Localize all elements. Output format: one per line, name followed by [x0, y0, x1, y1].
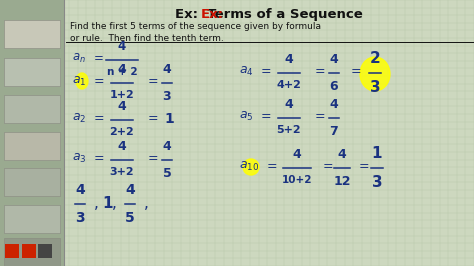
- Text: 3: 3: [372, 175, 383, 190]
- Bar: [4, 238, 60, 266]
- Text: =: =: [267, 160, 278, 173]
- Text: 1: 1: [102, 196, 112, 211]
- Text: $a_3$: $a_3$: [72, 152, 87, 165]
- Text: 4: 4: [118, 63, 127, 76]
- Text: 4: 4: [329, 98, 338, 111]
- Text: 4: 4: [163, 63, 172, 76]
- Text: 3: 3: [370, 80, 380, 95]
- Text: =: =: [359, 160, 370, 173]
- Text: 5: 5: [125, 211, 135, 225]
- Text: 2: 2: [370, 51, 380, 66]
- Text: 4+2: 4+2: [276, 80, 301, 90]
- Bar: [5, 244, 19, 258]
- Text: ,: ,: [112, 196, 117, 211]
- Text: 10+2: 10+2: [282, 175, 312, 185]
- Bar: [4, 205, 60, 233]
- Text: 3: 3: [163, 90, 171, 103]
- Bar: [4, 132, 60, 160]
- Text: 12: 12: [333, 175, 351, 188]
- Text: =: =: [261, 65, 272, 78]
- Text: $a_n$: $a_n$: [72, 52, 86, 65]
- Bar: [4, 95, 60, 123]
- Text: 4: 4: [163, 140, 172, 153]
- Text: 1: 1: [164, 112, 174, 126]
- Text: 4: 4: [284, 98, 293, 111]
- Text: =: =: [94, 75, 105, 88]
- Text: =: =: [351, 65, 362, 78]
- Text: Ex:  Terms of a Sequence: Ex: Terms of a Sequence: [175, 8, 363, 21]
- Text: n + 2: n + 2: [107, 67, 137, 77]
- Bar: [4, 58, 60, 86]
- Text: 4: 4: [292, 148, 301, 161]
- Ellipse shape: [360, 57, 390, 91]
- Text: =: =: [148, 75, 159, 88]
- Text: ,: ,: [94, 196, 99, 211]
- Text: $a_1$: $a_1$: [72, 75, 86, 88]
- Bar: [4, 168, 60, 196]
- Text: =: =: [148, 152, 159, 165]
- Text: $a_4$: $a_4$: [239, 65, 254, 78]
- Text: 5: 5: [163, 167, 172, 180]
- Text: =: =: [94, 52, 104, 65]
- Text: 4: 4: [118, 40, 126, 53]
- Text: 1+2: 1+2: [109, 90, 134, 100]
- Text: 4: 4: [118, 140, 127, 153]
- Bar: [4, 20, 60, 48]
- Text: 3+2: 3+2: [109, 167, 134, 177]
- Text: 1: 1: [372, 146, 382, 161]
- Text: $a_5$: $a_5$: [239, 110, 254, 123]
- Text: =: =: [315, 110, 326, 123]
- Text: =: =: [315, 65, 326, 78]
- Text: 5+2: 5+2: [277, 125, 301, 135]
- Text: =: =: [94, 112, 105, 125]
- Bar: [0, 0, 64, 266]
- Text: Ex:: Ex:: [201, 8, 224, 21]
- Text: =: =: [323, 160, 334, 173]
- Text: =: =: [261, 110, 272, 123]
- Text: 7: 7: [329, 125, 338, 138]
- Text: or rule.  Then find the tenth term.: or rule. Then find the tenth term.: [70, 34, 224, 43]
- Text: =: =: [148, 112, 159, 125]
- Bar: [38, 244, 52, 258]
- Text: $a_2$: $a_2$: [72, 112, 86, 125]
- Text: 4: 4: [337, 148, 346, 161]
- Ellipse shape: [76, 73, 88, 89]
- Text: 4: 4: [284, 53, 293, 66]
- Text: ,: ,: [144, 196, 149, 211]
- Text: 3: 3: [75, 211, 85, 225]
- Text: 4: 4: [118, 100, 127, 113]
- Text: $a_{10}$: $a_{10}$: [239, 160, 259, 173]
- Bar: [22, 244, 36, 258]
- Text: Find the first 5 terms of the sequence given by formula: Find the first 5 terms of the sequence g…: [70, 22, 321, 31]
- Text: 2+2: 2+2: [109, 127, 134, 137]
- Text: 6: 6: [330, 80, 338, 93]
- Text: =: =: [94, 152, 105, 165]
- Ellipse shape: [243, 159, 259, 175]
- Text: 4: 4: [125, 183, 135, 197]
- Text: 4: 4: [75, 183, 85, 197]
- Text: 4: 4: [329, 53, 338, 66]
